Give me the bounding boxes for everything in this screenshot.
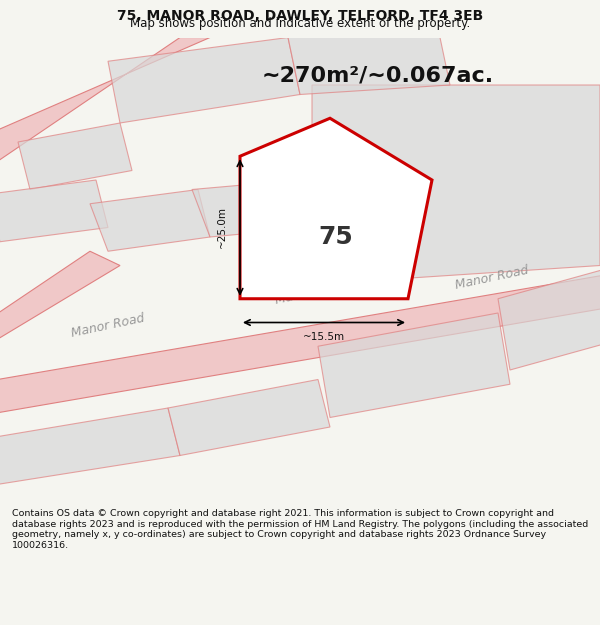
- Text: ~25.0m: ~25.0m: [217, 206, 227, 249]
- Polygon shape: [0, 266, 600, 418]
- Polygon shape: [0, 38, 210, 180]
- Text: Map shows position and indicative extent of the property.: Map shows position and indicative extent…: [130, 17, 470, 30]
- Polygon shape: [0, 251, 120, 356]
- Polygon shape: [168, 379, 330, 456]
- Polygon shape: [312, 85, 600, 284]
- Text: 75, MANOR ROAD, DAWLEY, TELFORD, TF4 3EB: 75, MANOR ROAD, DAWLEY, TELFORD, TF4 3EB: [117, 9, 483, 23]
- Polygon shape: [18, 123, 132, 189]
- Polygon shape: [288, 28, 450, 94]
- Text: Manor Road: Manor Road: [274, 278, 350, 306]
- Text: Manor Road: Manor Road: [70, 311, 146, 340]
- Text: 75: 75: [319, 225, 353, 249]
- Polygon shape: [108, 38, 300, 123]
- Polygon shape: [240, 118, 432, 299]
- Text: Contains OS data © Crown copyright and database right 2021. This information is : Contains OS data © Crown copyright and d…: [12, 509, 588, 549]
- Polygon shape: [192, 180, 312, 237]
- Polygon shape: [0, 408, 180, 489]
- Polygon shape: [0, 180, 108, 242]
- Text: Manor Road: Manor Road: [454, 264, 530, 292]
- Polygon shape: [498, 266, 600, 370]
- Text: ~270m²/~0.067ac.: ~270m²/~0.067ac.: [262, 66, 494, 86]
- Polygon shape: [318, 313, 510, 418]
- Polygon shape: [90, 189, 210, 251]
- Text: ~15.5m: ~15.5m: [303, 332, 345, 342]
